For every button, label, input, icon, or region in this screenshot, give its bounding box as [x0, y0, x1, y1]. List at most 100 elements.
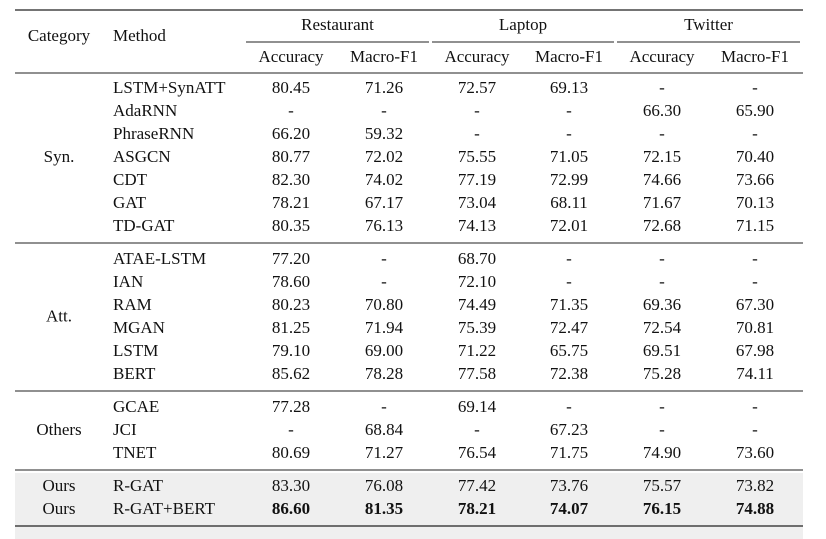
cell-value: -	[566, 124, 572, 143]
cell-value: 72.10	[458, 272, 496, 291]
cell-value: 74.49	[458, 295, 496, 314]
cell-value: 67.17	[365, 193, 404, 212]
metric-header: Macro-F1	[350, 47, 418, 66]
cell-value: 76.08	[365, 476, 403, 495]
cell-value: 73.60	[736, 443, 774, 462]
cell-value: 80.23	[272, 295, 310, 314]
cell-value: -	[474, 101, 480, 120]
cell-value: 82.30	[272, 170, 310, 189]
cell-value: -	[474, 124, 480, 143]
cell-value: -	[752, 420, 758, 439]
cell-value: -	[381, 249, 387, 268]
cell-value: 72.54	[643, 318, 682, 337]
method-name: IAN	[113, 272, 143, 291]
cell-value: -	[381, 272, 387, 291]
cell-value: 72.15	[643, 147, 681, 166]
cell-value: 72.01	[550, 216, 588, 235]
category-header: Category	[28, 26, 91, 45]
cell-value: -	[752, 124, 758, 143]
cell-value: 65.90	[736, 101, 774, 120]
cell-value: 71.15	[736, 216, 774, 235]
method-name: GCAE	[113, 397, 159, 416]
method-name: RAM	[113, 295, 152, 314]
cell-value: 67.23	[550, 420, 588, 439]
cell-value: -	[659, 397, 665, 416]
method-name: BERT	[113, 364, 156, 383]
cell-value: 76.54	[458, 443, 497, 462]
cell-value: 73.04	[458, 193, 497, 212]
cell-value: 74.66	[643, 170, 681, 189]
method-name: TNET	[113, 443, 157, 462]
cell-value: 75.39	[458, 318, 496, 337]
cell-value: 71.35	[550, 295, 588, 314]
cell-value: -	[659, 249, 665, 268]
cell-value: 77.20	[272, 249, 310, 268]
cell-value: 80.77	[272, 147, 311, 166]
cell-value: -	[566, 397, 572, 416]
metric-header: Accuracy	[629, 47, 695, 66]
cell-value: 71.67	[643, 193, 682, 212]
cell-value: 68.70	[458, 249, 496, 268]
cell-value: 71.05	[550, 147, 588, 166]
cell-value: -	[659, 124, 665, 143]
cell-value: 68.84	[365, 420, 404, 439]
category-label: Others	[36, 420, 81, 439]
cell-value: 72.02	[365, 147, 403, 166]
cell-value: 70.40	[736, 147, 774, 166]
cell-value: 74.07	[550, 499, 589, 518]
method-name: ATAE-LSTM	[113, 249, 206, 268]
cell-value: 71.75	[550, 443, 588, 462]
cell-value: -	[752, 397, 758, 416]
cell-value: 69.51	[643, 341, 681, 360]
category-label: Ours	[42, 499, 75, 518]
cell-value: 74.02	[365, 170, 403, 189]
cell-value: -	[474, 420, 480, 439]
method-header: Method	[113, 26, 166, 45]
cell-value: 70.13	[736, 193, 774, 212]
cell-value: -	[752, 272, 758, 291]
cell-value: 77.58	[458, 364, 496, 383]
cell-value: 77.42	[458, 476, 496, 495]
cell-value: 80.45	[272, 78, 310, 97]
cell-value: 73.76	[550, 476, 588, 495]
cell-value: 71.26	[365, 78, 403, 97]
method-name: TD-GAT	[113, 216, 175, 235]
cell-value: 68.11	[550, 193, 588, 212]
cell-value: 78.21	[458, 499, 496, 518]
group-header: Laptop	[499, 15, 547, 34]
cell-value: 76.13	[365, 216, 403, 235]
cell-value: 70.80	[365, 295, 403, 314]
cell-value: 78.60	[272, 272, 310, 291]
metric-header: Macro-F1	[721, 47, 789, 66]
cell-value: 75.55	[458, 147, 496, 166]
cell-value: -	[566, 101, 572, 120]
cell-value: 70.81	[736, 318, 774, 337]
cell-value: 72.38	[550, 364, 588, 383]
cell-value: -	[288, 101, 294, 120]
category-label: Att.	[46, 306, 72, 325]
cell-value: 69.13	[550, 78, 588, 97]
cell-value: 66.30	[643, 101, 681, 120]
category-label: Syn.	[44, 147, 75, 166]
cell-value: 74.13	[458, 216, 496, 235]
cell-value: 72.68	[643, 216, 681, 235]
method-name: JCI	[113, 420, 137, 439]
highlight-row-bg	[15, 473, 803, 539]
cell-value: 85.62	[272, 364, 310, 383]
cell-value: 67.30	[736, 295, 774, 314]
cell-value: 66.20	[272, 124, 310, 143]
cell-value: 77.28	[272, 397, 310, 416]
cell-value: 76.15	[643, 499, 681, 518]
cell-value: 71.22	[458, 341, 496, 360]
group-header: Restaurant	[301, 15, 374, 34]
cell-value: -	[566, 249, 572, 268]
cell-value: -	[381, 397, 387, 416]
cell-value: 69.00	[365, 341, 403, 360]
cell-value: -	[659, 78, 665, 97]
cell-value: 80.35	[272, 216, 310, 235]
cell-value: 80.69	[272, 443, 310, 462]
method-name: R-GAT+BERT	[113, 499, 216, 518]
cell-value: 71.94	[365, 318, 404, 337]
method-name: GAT	[113, 193, 147, 212]
method-name: CDT	[113, 170, 148, 189]
